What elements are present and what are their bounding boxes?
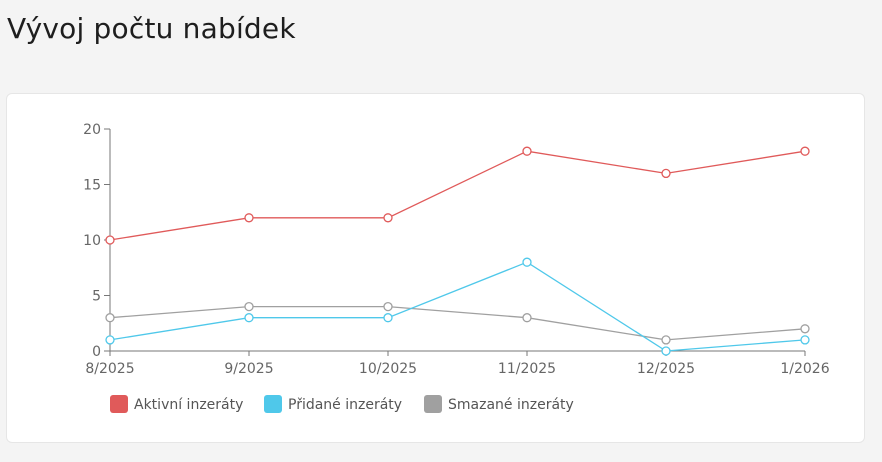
x-tick-label: 12/2025: [637, 361, 695, 377]
legend-item-3: Smazané inzeráty: [424, 395, 574, 413]
y-tick-label: 5: [92, 289, 101, 305]
legend-label: Aktivní inzeráty: [134, 397, 243, 413]
series-1: [105, 146, 810, 245]
series-2: [105, 257, 810, 356]
y-tick-label: 15: [83, 178, 101, 194]
legend-label: Přidané inzeráty: [288, 397, 402, 413]
data-point: [105, 335, 115, 345]
data-point: [800, 324, 810, 334]
x-tick-label: 1/2026: [780, 361, 829, 377]
data-point: [800, 335, 810, 345]
data-point: [522, 257, 532, 267]
page-title: Vývoj počtu nabídek: [7, 12, 296, 45]
y-tick-label: 20: [83, 122, 101, 138]
legend-label: Smazané inzeráty: [448, 397, 574, 413]
data-point: [383, 301, 393, 312]
y-tick-label: 10: [83, 233, 101, 249]
legend-item-2: Přidané inzeráty: [264, 395, 402, 413]
y-tick-label: 0: [92, 344, 101, 360]
data-point: [383, 313, 393, 323]
x-tick-label: 11/2025: [498, 361, 556, 377]
legend-item-1: Aktivní inzeráty: [110, 395, 243, 413]
data-point: [244, 213, 254, 223]
data-point: [661, 335, 671, 345]
x-tick-label: 8/2025: [85, 361, 134, 377]
data-point: [244, 313, 254, 323]
data-point: [105, 313, 115, 323]
legend-swatch: [264, 395, 282, 413]
data-point: [522, 146, 532, 156]
data-point: [661, 346, 671, 356]
data-point: [800, 146, 810, 156]
x-tick-label: 10/2025: [359, 361, 417, 377]
series-line: [109, 150, 806, 241]
series-line: [109, 305, 806, 341]
series-3: [105, 301, 810, 345]
legend-swatch: [424, 395, 442, 413]
chart-card: [6, 93, 865, 443]
legend-swatch: [110, 395, 128, 413]
data-point: [383, 213, 393, 223]
data-point: [244, 301, 254, 312]
data-point: [661, 168, 671, 179]
data-point: [522, 313, 532, 323]
data-point: [105, 235, 115, 245]
x-tick-label: 9/2025: [224, 361, 273, 377]
series-line: [109, 261, 806, 352]
